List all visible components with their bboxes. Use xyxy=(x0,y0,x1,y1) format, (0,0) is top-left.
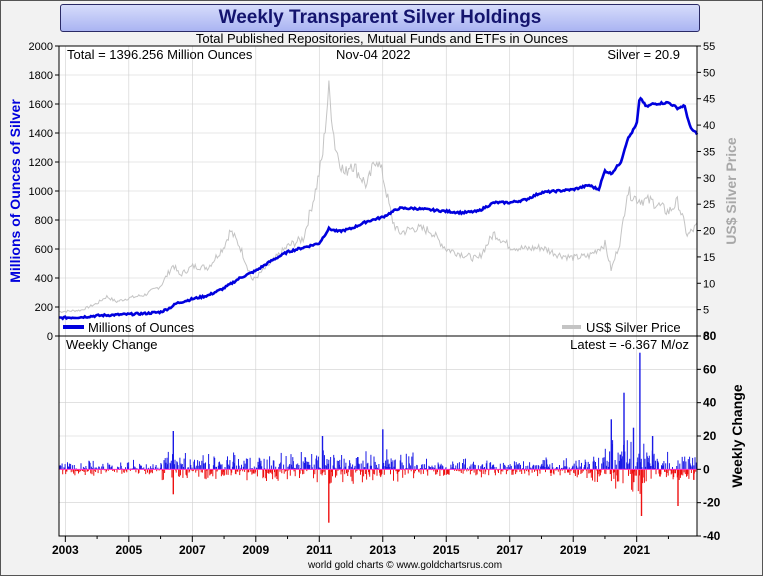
change-tick-label: 40 xyxy=(703,396,717,410)
y2-tick-label: 50 xyxy=(703,67,715,79)
footer-credit: world gold charts © www.goldchartsrus.co… xyxy=(307,560,502,571)
x-tick-label: 2021 xyxy=(623,543,650,557)
y2-tick-label: 30 xyxy=(703,173,715,185)
x-tick-label: 2005 xyxy=(115,543,142,557)
y2-tick-label: 0 xyxy=(703,331,709,343)
change-tick-label: 20 xyxy=(703,429,717,443)
x-tick-label: 2009 xyxy=(242,543,269,557)
y2-tick-label: 55 xyxy=(703,41,715,53)
y2-tick-label: 15 xyxy=(703,252,715,264)
chart-subtitle: Total Published Repositories, Mutual Fun… xyxy=(196,31,569,46)
y-tick-label: 1400 xyxy=(29,128,53,140)
x-tick-label: 2019 xyxy=(560,543,587,557)
y-tick-label: 1000 xyxy=(29,186,53,198)
y-tick-label: 800 xyxy=(35,215,53,227)
x-tick-label: 2015 xyxy=(433,543,460,557)
y2-tick-label: 45 xyxy=(703,94,715,106)
x-tick-label: 2003 xyxy=(52,543,79,557)
y-tick-label: 1600 xyxy=(29,99,53,111)
legend-holdings-label: Millions of Ounces xyxy=(88,320,195,335)
silver-annotation: Silver = 20.9 xyxy=(607,47,680,62)
y-axis-title-change: Weekly Change xyxy=(729,384,745,487)
x-tick-label: 2007 xyxy=(179,543,206,557)
y-axis-title-holdings: Millions of Ounces of Silver xyxy=(7,99,23,283)
y2-tick-label: 35 xyxy=(703,146,715,158)
plot-border xyxy=(58,45,698,537)
y2-tick-label: 25 xyxy=(703,199,715,211)
holdings-grid xyxy=(59,45,697,337)
y-tick-label: 0 xyxy=(47,331,53,343)
chart-title: Weekly Transparent Silver Holdings xyxy=(60,4,700,32)
y-axis-title-price: US$ Silver Price xyxy=(723,137,739,245)
y-tick-label: 600 xyxy=(35,244,53,256)
weekly-change-bars xyxy=(59,352,698,523)
x-tick-label: 2017 xyxy=(496,543,523,557)
y-tick-label: 200 xyxy=(35,302,53,314)
total-annotation: Total = 1396.256 Million Ounces xyxy=(67,47,253,62)
axes: 2003 2005 2007 2009 2011 2013 2015 2017 2019 2021… xyxy=(29,41,721,557)
date-annotation: Nov-04 2022 xyxy=(336,47,410,62)
y2-tick-label: 20 xyxy=(703,226,715,238)
y2-tick-label: 40 xyxy=(703,120,715,132)
silver-price-line xyxy=(58,80,698,313)
legend-price-label: US$ Silver Price xyxy=(586,320,681,335)
x-tick-label: 2011 xyxy=(306,543,332,557)
y-tick-label: 2000 xyxy=(29,41,53,53)
y-tick-label: 1200 xyxy=(29,157,53,169)
change-tick-label: 80 xyxy=(703,329,717,343)
change-tick-label: 60 xyxy=(703,362,717,376)
silver-price-series xyxy=(58,80,698,313)
y2-tick-label: 5 xyxy=(703,305,709,317)
y-tick-label: 400 xyxy=(35,273,53,285)
change-tick-label: -20 xyxy=(703,496,721,510)
x-tick-label: 2013 xyxy=(369,543,396,557)
latest-change-annotation: Latest = -6.367 M/oz xyxy=(570,337,689,352)
holdings-line xyxy=(58,96,699,321)
y-tick-label: 1800 xyxy=(29,70,53,82)
change-tick-label: -40 xyxy=(703,529,721,543)
change-tick-label: 0 xyxy=(703,462,710,476)
weekly-change-label: Weekly Change xyxy=(66,337,158,352)
holdings-series xyxy=(58,96,699,321)
y2-tick-label: 10 xyxy=(703,278,715,290)
